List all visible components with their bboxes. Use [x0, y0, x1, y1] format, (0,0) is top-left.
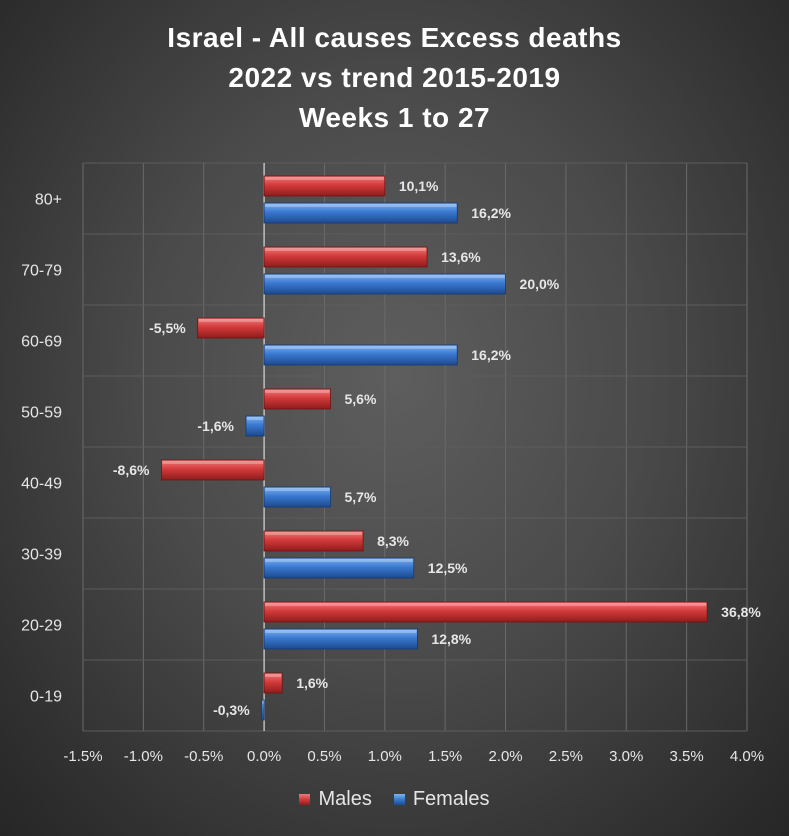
data-label-females: 16,2% — [471, 205, 511, 221]
legend-swatch-males — [299, 794, 311, 805]
y-category-label: 20-29 — [21, 618, 62, 635]
data-label-males: 5,6% — [344, 391, 376, 407]
bar-females — [263, 344, 458, 366]
bar-females — [263, 202, 458, 224]
bar-females — [245, 415, 265, 437]
x-tick-label: 2.5% — [549, 748, 583, 765]
bars-layer — [161, 175, 708, 721]
bar-highlight-males — [162, 461, 264, 464]
chart-title-line-1: Israel - All causes Excess deaths — [167, 22, 622, 53]
x-tick-label: 2.0% — [488, 748, 522, 765]
bar-males — [263, 672, 283, 694]
legend-item-males: Males — [299, 788, 372, 811]
y-category-label: 80+ — [35, 192, 62, 209]
bar-highlight-females — [265, 275, 505, 278]
data-label-females: -0,3% — [213, 702, 250, 718]
data-label-males: 10,1% — [399, 178, 439, 194]
bar-males — [197, 317, 265, 339]
legend-swatch-females — [393, 794, 405, 805]
y-category-label: 0-19 — [30, 689, 62, 706]
data-label-males: -8,6% — [113, 462, 150, 478]
x-tick-label: 1.5% — [428, 748, 462, 765]
x-tick-label: -1.0% — [124, 748, 163, 765]
bar-males — [263, 601, 708, 623]
bar-highlight-males — [265, 177, 384, 180]
bar-highlight-females — [246, 417, 264, 420]
legend: Males Females — [0, 788, 789, 811]
bar-highlight-males — [265, 532, 363, 535]
data-label-females: 20,0% — [520, 276, 560, 292]
data-label-males: 8,3% — [377, 533, 409, 549]
data-label-males: -5,5% — [149, 320, 186, 336]
bar-chart: -1.5% -1.0% -0.5% 0.0% 0.5% 1.0% 1.5% 2.0% 2.5% 3… — [21, 162, 764, 765]
bar-highlight-females — [262, 701, 264, 704]
y-category-label: 30-39 — [21, 547, 62, 564]
bar-highlight-females — [265, 204, 457, 207]
y-category-label: 50-59 — [21, 405, 62, 422]
bar-females — [263, 557, 415, 579]
data-label-females: 16,2% — [471, 347, 511, 363]
data-label-males: 13,6% — [441, 249, 481, 265]
x-tick-label: 4.0% — [730, 748, 764, 765]
bar-highlight-females — [265, 488, 330, 491]
y-category-label: 40-49 — [21, 476, 62, 493]
bar-highlight-males — [198, 319, 264, 322]
bar-males — [161, 459, 265, 481]
data-label-females: 5,7% — [344, 489, 376, 505]
chart-title-line-2: 2022 vs trend 2015-2019 — [228, 62, 561, 93]
data-label-males: 1,6% — [296, 675, 328, 691]
y-category-label: 60-69 — [21, 334, 62, 351]
bar-males — [263, 388, 331, 410]
bar-highlight-males — [265, 603, 707, 606]
bar-highlight-females — [265, 346, 457, 349]
bar-females — [263, 273, 506, 295]
x-tick-label: 3.0% — [609, 748, 643, 765]
x-tick-label: 0.0% — [247, 748, 281, 765]
chart-title-line-3: Weeks 1 to 27 — [298, 102, 491, 133]
x-tick-label: 0.5% — [307, 748, 341, 765]
bar-males — [263, 246, 428, 268]
bar-males — [263, 530, 364, 552]
bar-females — [263, 628, 418, 650]
labels-layer: -1.5% -1.0% -0.5% 0.0% 0.5% 1.0% 1.5% 2.0% 2.5% 3… — [21, 178, 764, 765]
bar-highlight-males — [265, 248, 427, 251]
x-tick-label: 3.5% — [670, 748, 704, 765]
bar-females — [261, 699, 265, 721]
data-label-males: 36,8% — [721, 604, 761, 620]
legend-label-males: Males — [318, 788, 372, 810]
x-tick-label: -0.5% — [184, 748, 223, 765]
bar-females — [263, 486, 331, 508]
y-category-label: 70-79 — [21, 263, 62, 280]
x-tick-label: 1.0% — [368, 748, 402, 765]
legend-item-females: Females — [393, 788, 490, 811]
data-label-females: 12,8% — [431, 631, 471, 647]
legend-label-females: Females — [412, 788, 490, 810]
x-tick-label: -1.5% — [63, 748, 102, 765]
bar-highlight-females — [265, 630, 417, 633]
data-label-females: 12,5% — [428, 560, 468, 576]
bar-highlight-females — [265, 559, 413, 562]
data-label-females: -1,6% — [197, 418, 234, 434]
bar-highlight-males — [265, 390, 330, 393]
bar-highlight-males — [265, 674, 282, 677]
bar-males — [263, 175, 386, 197]
